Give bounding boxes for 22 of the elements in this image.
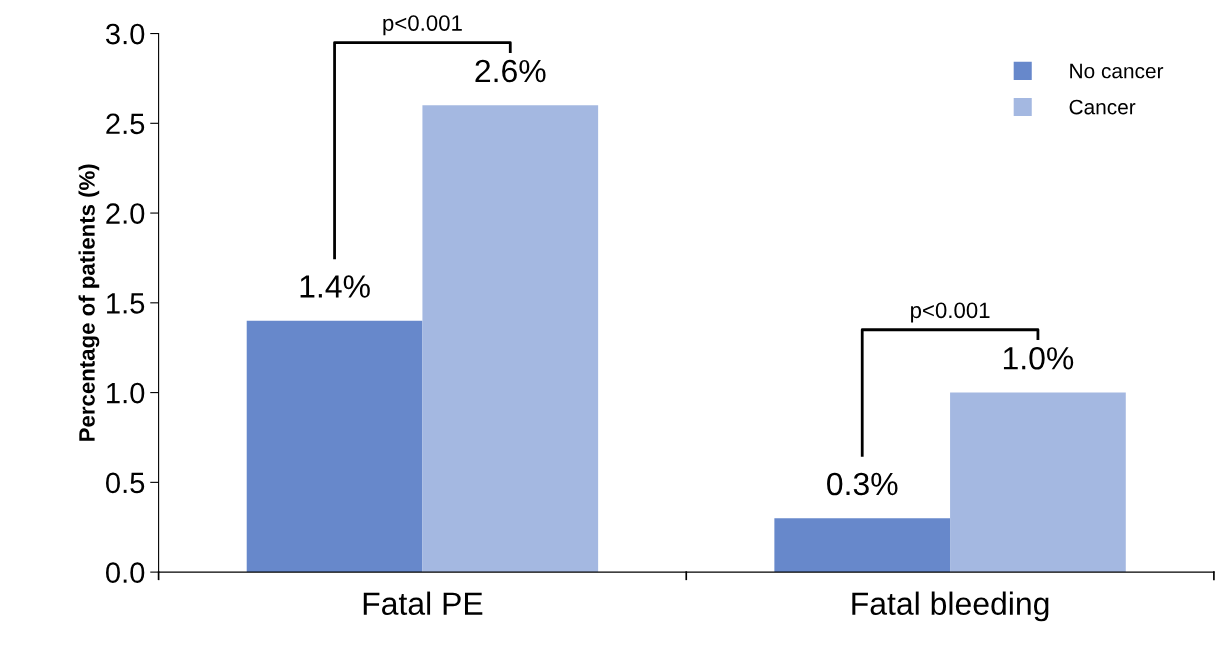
data-label: 0.3%: [827, 472, 898, 496]
data-label: 1.4%: [300, 275, 370, 298]
data-label: 1.0%: [1003, 346, 1074, 370]
y-tick-label: 1.5: [107, 293, 145, 314]
bar: [422, 105, 599, 573]
y-tick-label: 3.0: [105, 23, 145, 45]
y-tick-label: 1.0: [107, 382, 145, 404]
y-tick-label: 2.5: [106, 113, 145, 135]
y-axis-title: Percentage of patients (%): [78, 164, 100, 441]
y-tick-label: 0.0: [106, 562, 145, 583]
annotation: p<0.001: [911, 302, 990, 323]
bar: [774, 518, 951, 573]
legend-label: No cancer: [1070, 63, 1164, 79]
bar: [246, 320, 423, 573]
y-tick-label: 0.5: [106, 472, 145, 494]
y-tick-label: 2.0: [106, 203, 145, 224]
legend-label: Cancer: [1069, 99, 1136, 115]
annotation: p<0.001: [383, 15, 462, 36]
data-label: 2.6%: [475, 59, 546, 83]
x-tick-label: Fatal bleeding: [852, 591, 1049, 622]
x-tick-label: Fatal PE: [363, 591, 483, 616]
bar: [950, 392, 1126, 573]
